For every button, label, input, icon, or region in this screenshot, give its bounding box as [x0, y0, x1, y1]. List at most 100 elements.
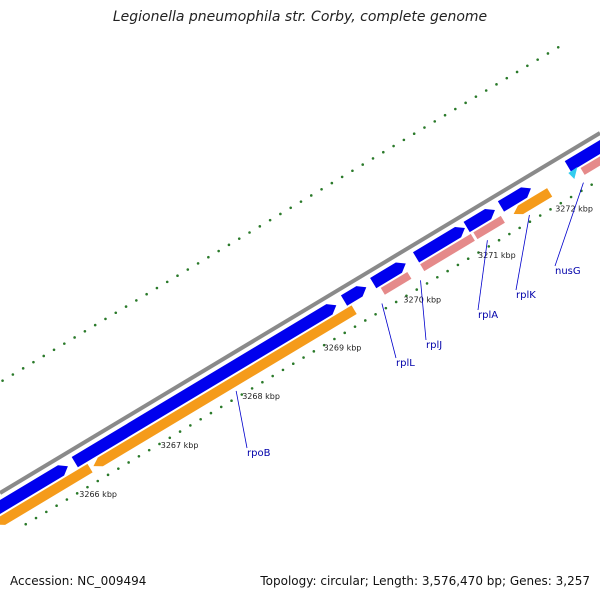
inner-dot — [456, 263, 460, 267]
reverse-gene-block — [380, 271, 412, 295]
outer-dot — [433, 120, 437, 123]
outer-dot — [124, 305, 128, 308]
inner-dot — [384, 306, 388, 310]
gene-label-rplA: rplA — [478, 310, 498, 321]
inner-dot — [147, 448, 151, 452]
outer-dot — [42, 354, 46, 358]
outer-dot — [145, 292, 148, 296]
inner-dot — [487, 245, 491, 248]
outer-dot — [83, 329, 87, 333]
inner-dot — [137, 454, 141, 458]
inner-dot — [333, 337, 336, 341]
outer-dot — [392, 144, 395, 148]
gene-leader-line — [554, 182, 584, 267]
outer-dot — [505, 76, 509, 80]
gene-leader-line — [381, 303, 397, 359]
inner-dot — [65, 498, 69, 501]
forward-gene-block — [340, 286, 367, 306]
inner-dot — [209, 411, 213, 415]
inner-dot — [117, 467, 120, 470]
inner-dot — [261, 380, 264, 384]
inner-dot — [250, 387, 254, 390]
outer-dot — [258, 225, 262, 228]
inner-dot — [538, 214, 542, 217]
inner-dot — [477, 251, 480, 254]
gene-label-nusG: nusG — [555, 266, 581, 277]
outer-dot — [351, 169, 354, 173]
reverse-gene-block — [420, 233, 475, 272]
outer-dot — [165, 280, 169, 284]
outer-dot — [299, 200, 303, 203]
outer-dot — [155, 286, 159, 290]
inner-dot — [405, 294, 408, 298]
outer-dot — [217, 249, 220, 253]
forward-gene-block — [564, 139, 600, 172]
outer-dot — [186, 268, 190, 271]
inner-dot — [425, 282, 429, 285]
forward-gene-block — [370, 262, 406, 289]
inner-dot — [199, 417, 202, 421]
outer-dot — [412, 132, 416, 136]
outer-dot — [320, 187, 323, 191]
inner-dot — [24, 522, 28, 526]
outer-dot — [227, 243, 231, 247]
reverse-cds-block — [513, 188, 553, 215]
tick-label: 3266 kbp — [79, 490, 117, 499]
outer-dot — [93, 323, 97, 327]
feature-tracks — [0, 139, 600, 525]
outer-dot — [515, 70, 519, 74]
outer-dot — [474, 95, 478, 98]
outer-dot — [330, 181, 334, 185]
inner-dot — [178, 430, 182, 433]
outer-dot — [361, 163, 365, 166]
outer-dot — [104, 317, 107, 321]
gene-leader-line — [515, 214, 530, 291]
inner-dot — [374, 312, 377, 316]
genome-summary-text: Topology: circular; Length: 3,576,470 bp… — [260, 574, 590, 588]
inner-dot — [302, 356, 305, 359]
arrow-marker — [568, 166, 578, 179]
inner-dot — [559, 201, 563, 205]
gene-leader-line — [420, 280, 427, 341]
forward-gene-block — [463, 208, 495, 233]
inner-dot — [363, 319, 367, 322]
inner-dot — [466, 257, 470, 261]
inner-dot — [281, 368, 285, 372]
inner-dot — [353, 325, 357, 328]
gene-label-rplJ: rplJ — [426, 340, 442, 351]
outer-dot — [536, 58, 539, 61]
outer-dot — [495, 83, 498, 86]
map-title: Legionella pneumophila str. Corby, compl… — [112, 9, 488, 25]
inner-dot — [96, 479, 100, 483]
tick-label: 3268 kbp — [242, 392, 280, 401]
inner-dot — [86, 485, 89, 489]
genome-backbone — [0, 131, 600, 495]
outer-dot — [546, 52, 550, 55]
outer-dot — [135, 299, 138, 302]
outer-dot — [52, 348, 56, 352]
inner-dot — [528, 220, 532, 223]
inner-dot — [158, 442, 161, 446]
inner-dot — [271, 374, 274, 378]
outer-dot — [340, 175, 344, 179]
outer-dot — [21, 367, 25, 370]
inner-dot — [518, 226, 521, 230]
outer-dot — [381, 150, 385, 154]
inner-dot — [230, 399, 233, 403]
inner-dot — [55, 504, 58, 507]
outer-dot — [484, 89, 488, 92]
gene-labels: rpoB rplL rplJ rplA rplK nusG — [235, 182, 584, 459]
inner-dot — [508, 232, 511, 236]
outer-dot — [73, 336, 76, 339]
reverse-gene-block — [473, 215, 505, 240]
inner-dot — [127, 461, 130, 464]
accession-text: Accession: NC_009494 — [10, 574, 147, 588]
gene-leader-line — [477, 240, 488, 311]
tick-label: 3269 kbp — [324, 343, 362, 352]
inner-dot — [219, 405, 223, 409]
inner-dot — [75, 492, 79, 495]
outer-dot — [1, 379, 4, 382]
outer-dot — [423, 126, 426, 129]
outer-dot — [443, 113, 447, 117]
inner-dot — [240, 393, 244, 396]
